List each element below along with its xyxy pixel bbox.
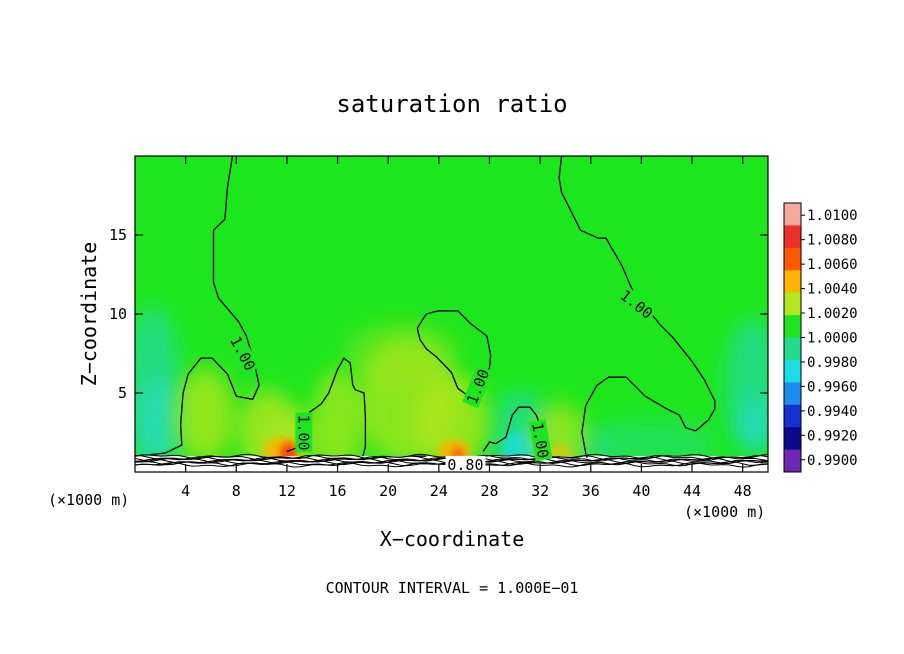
colorbar-label: 1.0020 (807, 306, 858, 322)
contour-label: 0.80 (445, 455, 486, 474)
x-axis-label: X−coordinate (380, 527, 525, 551)
colorbar-label: 1.0100 (807, 208, 858, 224)
contour-label: 1.00 (294, 412, 313, 453)
chart-title: saturation ratio (336, 90, 567, 118)
colorbar-swatch (784, 292, 801, 316)
contour-label: 1.00 (528, 419, 553, 462)
colorbar-swatch (784, 404, 801, 428)
x-unit-left: (×1000 m) (48, 491, 129, 509)
x-tick-label: 28 (480, 482, 498, 500)
colorbar-label: 0.9940 (807, 404, 858, 420)
colorbar-swatch (784, 315, 801, 338)
colorbar-label: 1.0080 (807, 233, 858, 249)
colorbar-swatch (784, 359, 801, 383)
x-tick-label: 4 (181, 482, 190, 500)
x-tick-label: 32 (531, 482, 549, 500)
colorbar-label: 0.9900 (807, 453, 858, 469)
field-patch (312, 369, 363, 472)
colorbar-label: 0.9980 (807, 355, 858, 371)
x-tick-label: 44 (683, 482, 701, 500)
contour-line (150, 156, 260, 456)
colorbar-swatch (784, 382, 801, 406)
y-tick-label: 10 (109, 305, 127, 323)
x-tick-label: 12 (278, 482, 296, 500)
colorbar-swatch (784, 225, 801, 249)
contour-label-text: 1.00 (294, 414, 312, 450)
colorbar: 1.0100 1.0080 1.0060 1.0040 1.0020 1.0000 0.99… (783, 202, 858, 473)
colorbar-swatch (784, 427, 801, 451)
contour-label-text: 0.80 (447, 456, 483, 474)
y-tick-label: 15 (109, 226, 127, 244)
colorbar-label: 0.9960 (807, 379, 858, 395)
field-patch (736, 396, 768, 454)
colorbar-label: 1.0040 (807, 282, 858, 298)
x-tick-label: 16 (329, 482, 347, 500)
field-patch (174, 367, 236, 463)
y-axis-label: Z−coordinate (77, 242, 101, 387)
colorbar-swatch (784, 203, 801, 226)
colorbar-swatch (784, 247, 801, 271)
contour-line (558, 156, 716, 458)
colorbar-label: 0.9920 (807, 428, 858, 444)
colorbar-swatch (784, 337, 801, 361)
x-tick-label: 24 (430, 482, 448, 500)
field-patch (137, 378, 184, 461)
x-tick-label: 8 (232, 482, 241, 500)
colorbar-swatch (784, 270, 801, 294)
contour-label-text: 1.00 (528, 421, 552, 460)
saturation-field (135, 156, 768, 472)
x-tick-label: 40 (632, 482, 650, 500)
x-tick-label: 36 (582, 482, 600, 500)
colorbar-label: 1.0060 (807, 257, 858, 273)
x-tick-label: 20 (379, 482, 397, 500)
x-tick-label: 48 (734, 482, 752, 500)
field-patch (343, 321, 458, 386)
y-tick-label: 5 (118, 384, 127, 402)
y-axis-ticks: 5 10 15 (109, 226, 768, 402)
x-axis-ticks: 4 8 12 16 20 24 28 32 36 40 44 48 (181, 156, 752, 500)
contour-interval-note: CONTOUR INTERVAL = 1.000E−01 (326, 579, 579, 597)
colorbar-label: 1.0000 (807, 331, 858, 347)
x-unit-right: (×1000 m) (684, 503, 765, 521)
colorbar-swatch (784, 449, 801, 473)
